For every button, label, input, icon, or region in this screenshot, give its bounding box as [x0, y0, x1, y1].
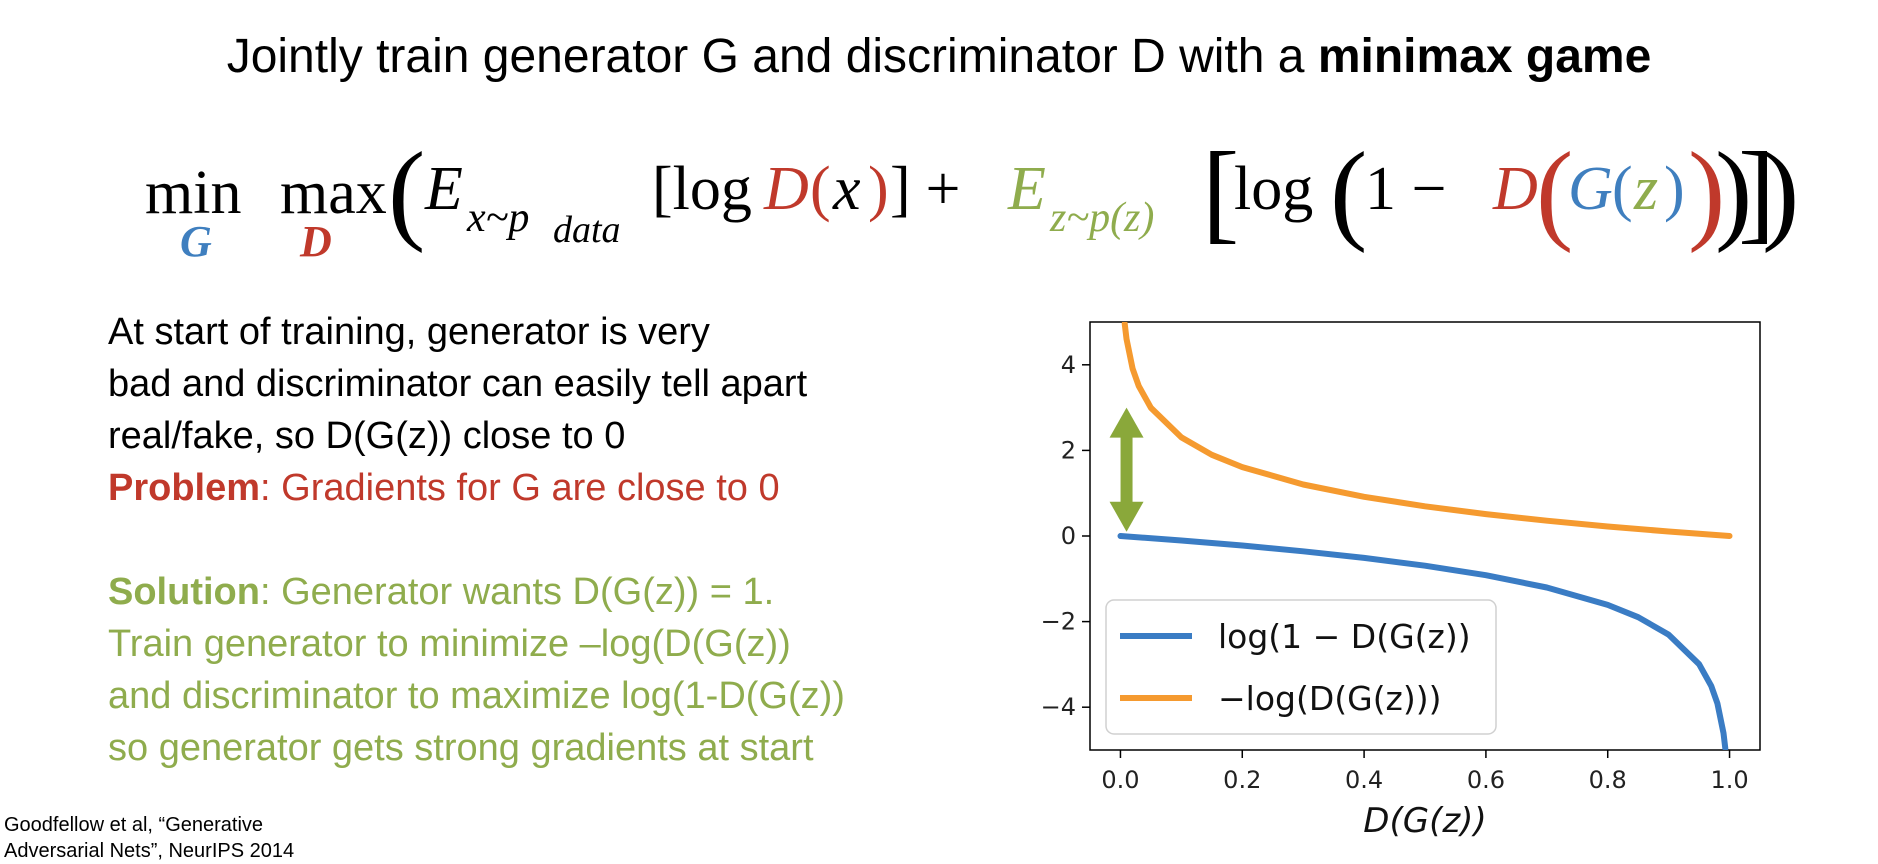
x-tick-label: 0.0: [1101, 766, 1139, 794]
eq-e1-sub: x~p: [467, 195, 530, 241]
series-line-log-one-minus: [1117, 533, 1729, 750]
solution-line: Solution: Generator wants D(G(z)) = 1.: [108, 566, 1008, 618]
solution-text: : Generator wants D(G(z)) = 1.: [259, 571, 775, 613]
arrow-head-down: [1109, 501, 1144, 532]
x-tick-label: 1.0: [1710, 766, 1748, 794]
eq-bracket1-close: ]: [890, 155, 911, 223]
eq-x-close: ): [868, 155, 889, 223]
eq-x-open: (: [810, 155, 831, 223]
legend-box: [1105, 599, 1497, 735]
loss-chart: 0.0 0.2 0.4 0.6 0.8 1.0 −4 −2 0 2 4 log(1 − D(G(z…: [1041, 321, 1761, 840]
solution-line-3: and discriminator to maximize log(1-D(G(…: [108, 675, 845, 717]
eq-one-minus: 1 −: [1365, 155, 1462, 223]
solution-line-2: Train generator to minimize –log(D(G(z)): [108, 623, 791, 665]
eq-d1: D: [764, 155, 809, 223]
solution-label: Solution: [108, 571, 260, 613]
series-line-neg-log: [1121, 322, 1733, 539]
problem-line: Problem: Gradients for G are close to 0: [108, 462, 1008, 514]
eq-e1-subsub: data: [553, 209, 621, 251]
eq-d2: D: [1493, 155, 1538, 223]
eq-g: G: [1568, 155, 1613, 223]
eq-d2-close: ): [1688, 130, 1726, 254]
y-tick-label: 0: [1061, 522, 1076, 550]
text-line-2: bad and discriminator can easily tell ap…: [108, 363, 808, 405]
citation-line-1: Goodfellow et al, “Generative: [4, 814, 264, 836]
eq-paren2-close: ): [1715, 130, 1753, 254]
title-text: Jointly train generator G and discrimina…: [226, 30, 1318, 83]
eq-max-sub: D: [300, 217, 332, 266]
eq-g-close: ): [1664, 155, 1685, 223]
eq-g-open: (: [1612, 155, 1633, 223]
problem-label: Problem: [108, 467, 261, 509]
text-line-1: At start of training, generator is very: [108, 311, 710, 353]
x-axis-label: D(G(z)): [1363, 801, 1486, 840]
eq-paren2-open: (: [1330, 130, 1368, 254]
eq-x: x: [833, 155, 861, 223]
eq-min-sub: G: [180, 217, 212, 266]
x-tick-label: 0.2: [1223, 766, 1261, 794]
eq-plus: +: [910, 155, 976, 223]
problem-text: : Gradients for G are close to 0: [260, 467, 780, 509]
explanation-text: At start of training, generator is very …: [108, 306, 1008, 774]
citation: Goodfellow et al, “Generative Adversaria…: [4, 812, 334, 864]
x-axis: 0.0 0.2 0.4 0.6 0.8 1.0: [1101, 750, 1749, 794]
eq-bracket2-close: ]: [1738, 130, 1776, 254]
eq-min: min: [145, 159, 242, 227]
legend-label: −log(D(G(z))): [1218, 679, 1442, 718]
eq-open-paren: (: [388, 130, 426, 254]
spacer: [108, 514, 1008, 566]
eq-e2-sub: z~p(z): [1050, 195, 1155, 241]
eq-e1: E: [425, 155, 463, 223]
arrow-head-up: [1109, 407, 1144, 438]
text-line-3: real/fake, so D(G(z)) close to 0: [108, 415, 626, 457]
eq-z: z: [1634, 155, 1659, 223]
title-bold-text: minimax game: [1317, 30, 1652, 83]
eq-max: max: [280, 159, 387, 227]
eq-e2: E: [1008, 155, 1046, 223]
y-tick-label: 2: [1061, 436, 1076, 464]
slide-title: Jointly train generator G and discrimina…: [0, 28, 1878, 86]
minimax-equation: min G max D ( E x~p data [log D ( x ) ] …: [140, 128, 1799, 268]
eq-bracket2-open: [: [1202, 130, 1240, 254]
legend: log(1 − D(G(z)) −log(D(G(z))): [1105, 599, 1497, 735]
eq-log1: [log: [652, 155, 752, 223]
x-tick-label: 0.4: [1345, 766, 1383, 794]
eq-log2: log: [1234, 155, 1314, 223]
legend-label: log(1 − D(G(z)): [1218, 617, 1471, 656]
eq-d2-open: (: [1536, 130, 1574, 254]
solution-line-4: so generator gets strong gradients at st…: [108, 727, 814, 769]
double-arrow-annotation: [1109, 407, 1144, 532]
x-tick-label: 0.6: [1467, 766, 1505, 794]
y-axis: −4 −2 0 2 4: [1041, 351, 1090, 721]
series-layer: [1117, 322, 1733, 750]
x-tick-label: 0.8: [1589, 766, 1627, 794]
y-tick-label: −2: [1041, 608, 1076, 636]
y-tick-label: −4: [1041, 693, 1076, 721]
eq-close-paren: ): [1762, 130, 1800, 254]
y-tick-label: 4: [1061, 351, 1076, 379]
